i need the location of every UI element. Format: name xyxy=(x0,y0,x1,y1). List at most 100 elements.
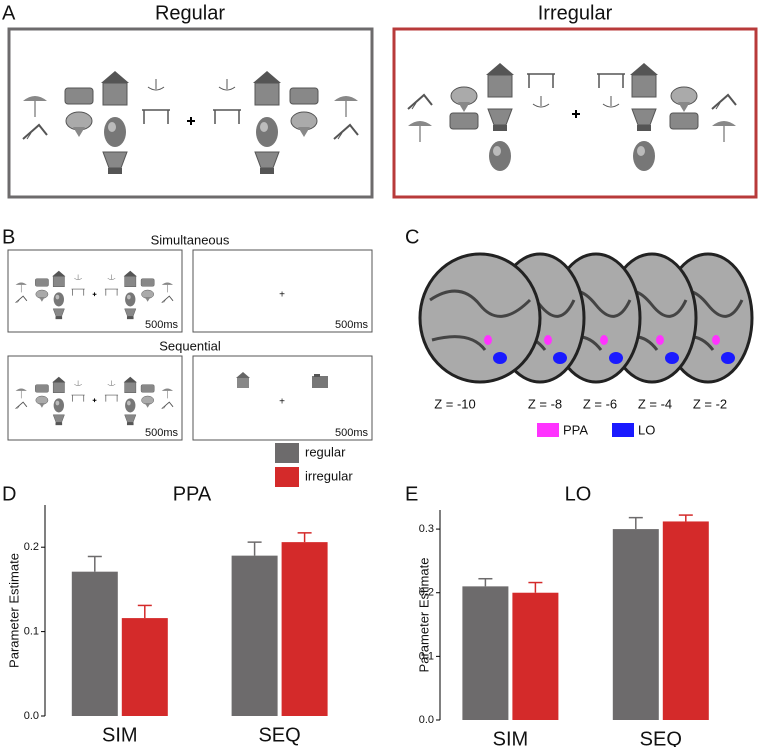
panel-letter: D xyxy=(2,483,16,505)
house-icon xyxy=(52,270,66,287)
shape xyxy=(161,282,174,285)
shape xyxy=(126,400,131,406)
stimulus-frame xyxy=(7,27,374,199)
tub-icon xyxy=(140,278,155,287)
stimulus-scene xyxy=(22,71,359,174)
shape xyxy=(449,112,479,130)
shape xyxy=(254,82,280,106)
shape xyxy=(712,121,736,126)
ppa-roi xyxy=(712,335,720,345)
fixation: + xyxy=(279,290,285,301)
chandelier-icon xyxy=(74,274,82,280)
shape xyxy=(92,292,97,297)
legend-swatch xyxy=(537,423,559,437)
bar xyxy=(121,618,168,716)
shape xyxy=(55,316,63,320)
legend-label: PPA xyxy=(563,422,588,437)
shape xyxy=(678,102,690,112)
shape xyxy=(161,295,174,304)
x-tick-label: SIM xyxy=(102,724,138,746)
egg-icon xyxy=(53,292,64,307)
shape xyxy=(333,123,359,140)
shape xyxy=(17,299,20,303)
cup-icon xyxy=(52,414,65,426)
shape xyxy=(254,151,280,169)
chandelier-icon xyxy=(147,79,165,91)
panel-letter: E xyxy=(405,483,418,505)
stimulus-scene xyxy=(407,63,737,171)
shape xyxy=(23,96,47,101)
stimulus-frame xyxy=(392,27,758,199)
legend-label: regular xyxy=(305,444,346,459)
shape xyxy=(124,308,137,317)
shape xyxy=(630,63,658,75)
toilet-icon xyxy=(141,395,154,408)
table-icon xyxy=(213,109,241,124)
shape xyxy=(163,405,166,409)
shape xyxy=(213,109,241,124)
shape xyxy=(22,123,48,140)
lo-roi xyxy=(609,352,623,364)
shape xyxy=(123,376,137,383)
shape xyxy=(107,278,116,280)
toilet-icon xyxy=(450,86,478,112)
chandelier-icon xyxy=(532,96,550,108)
slice-label: Z = -6 xyxy=(583,396,617,411)
brain-fold xyxy=(429,289,532,351)
shape xyxy=(52,308,65,317)
umbrella-icon xyxy=(408,121,432,142)
duration-label: 500ms xyxy=(145,319,179,331)
shape xyxy=(108,168,122,174)
shape xyxy=(52,376,66,383)
brain-slice xyxy=(418,252,542,384)
shape xyxy=(39,297,45,302)
chart-title: PPA xyxy=(173,483,212,505)
shape xyxy=(489,141,511,171)
x-tick-label: SEQ xyxy=(640,728,682,747)
ppa-roi xyxy=(544,335,552,345)
shape xyxy=(92,398,97,403)
table-icon xyxy=(597,73,625,88)
toilet-icon xyxy=(141,289,154,302)
y-tick-label: 0.0 xyxy=(24,710,39,722)
shape xyxy=(260,168,274,174)
y-tick-label: 0.3 xyxy=(419,523,434,535)
house-icon xyxy=(253,71,281,106)
x-tick-label: SIM xyxy=(493,728,529,747)
shape xyxy=(669,112,699,130)
chandelier-icon xyxy=(107,380,116,386)
chandelier-icon xyxy=(218,79,236,91)
cup-icon xyxy=(124,308,137,320)
ppa-roi xyxy=(484,335,492,345)
trial-frame xyxy=(7,249,183,333)
y-tick-label: 0.1 xyxy=(24,626,39,638)
chair-icon xyxy=(161,295,174,304)
house-icon xyxy=(236,372,250,388)
egg-icon xyxy=(104,117,126,147)
chair-icon xyxy=(15,401,28,410)
bar xyxy=(231,555,278,716)
shape xyxy=(126,422,134,426)
tub-icon xyxy=(289,87,319,105)
shape xyxy=(140,384,155,393)
shape xyxy=(637,125,651,131)
slice-label: Z = -8 xyxy=(528,396,562,411)
legend-swatch xyxy=(612,423,634,437)
plus-icon xyxy=(187,117,195,125)
plus-icon xyxy=(92,292,97,297)
shape xyxy=(527,73,555,88)
shape xyxy=(126,316,134,320)
toilet-icon xyxy=(670,86,698,112)
house-icon xyxy=(123,376,137,393)
shape xyxy=(256,117,278,147)
lo-roi xyxy=(493,352,507,364)
shape xyxy=(71,394,85,402)
shape xyxy=(147,86,165,91)
legend-swatch xyxy=(275,467,299,487)
shape xyxy=(163,299,166,303)
shape xyxy=(53,398,64,413)
bar xyxy=(512,592,559,720)
shape xyxy=(124,382,137,393)
shape xyxy=(298,127,310,137)
shape xyxy=(218,86,236,91)
